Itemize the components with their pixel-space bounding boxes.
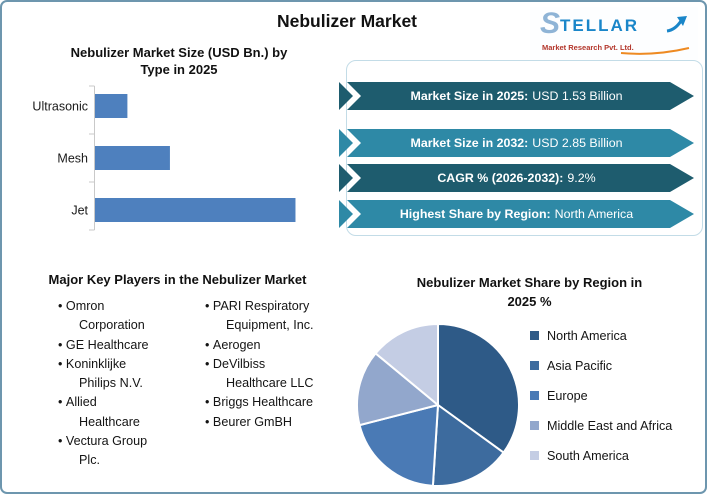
pie-slice-south-america bbox=[374, 323, 439, 406]
pie-slice-north-america bbox=[437, 323, 520, 454]
pie-chart bbox=[355, 323, 520, 487]
legend-label: Asia Pacific bbox=[547, 359, 613, 373]
logo-orange-swoosh bbox=[620, 47, 690, 55]
stat-banner-market-size-2032: Market Size in 2032: USD 2.85 Billion bbox=[339, 129, 694, 157]
stellar-logo: S TELLAR Market Research Pvt. Ltd. bbox=[530, 7, 698, 60]
stat-text: Market Size in 2025: USD 1.53 Billion bbox=[410, 89, 623, 103]
page-title: Nebulizer Market bbox=[276, 11, 418, 31]
bar-ultrasonic bbox=[95, 94, 128, 118]
key-player-item: Vectura Group Plc. bbox=[49, 432, 153, 471]
legend-swatch bbox=[530, 361, 539, 370]
logo-swoosh-s: S bbox=[540, 7, 561, 40]
legend-label: Europe bbox=[547, 389, 588, 403]
bar-category-label: Mesh bbox=[57, 152, 88, 166]
key-player-item: Briggs Healthcare bbox=[196, 393, 314, 412]
legend-label: Middle East and Africa bbox=[547, 419, 673, 433]
key-player-item: GE Healthcare bbox=[49, 336, 153, 355]
logo-brand-text: TELLAR bbox=[560, 16, 640, 35]
ribbon-arrow-shape bbox=[339, 164, 694, 192]
legend-item: Middle East and Africa bbox=[530, 419, 672, 433]
pie-slice-europe bbox=[358, 404, 439, 487]
legend-swatch bbox=[530, 451, 539, 460]
stat-text: Market Size in 2032: USD 2.85 Billion bbox=[410, 136, 623, 150]
logo-wordmark: S TELLAR bbox=[540, 7, 640, 40]
legend-item: Europe bbox=[530, 389, 672, 403]
legend-item: North America bbox=[530, 329, 672, 343]
bar-jet bbox=[95, 198, 296, 222]
key-players-column-1: Omron CorporationGE HealthcareKoninklijk… bbox=[49, 297, 153, 471]
stat-banner-cagr: CAGR % (2026-2032): 9.2% bbox=[339, 164, 694, 192]
legend-swatch bbox=[530, 391, 539, 400]
bar-chart: Ultrasonic Mesh Jet bbox=[32, 85, 296, 231]
key-player-item: Koninklijke Philips N.V. bbox=[49, 355, 153, 394]
logo-arrow-icon bbox=[666, 16, 687, 33]
legend-label: North America bbox=[547, 329, 627, 343]
ribbon-arrow-shape bbox=[339, 200, 694, 228]
ribbon-arrow-shape bbox=[339, 129, 694, 157]
pie-slice-asia-pacific bbox=[431, 404, 505, 487]
key-player-item: Aerogen bbox=[196, 336, 314, 355]
key-player-item: PARI Respiratory Equipment, Inc. bbox=[196, 297, 314, 336]
pie-legend: North America Asia Pacific Europe Middle Ea… bbox=[530, 329, 672, 463]
legend-item: Asia Pacific bbox=[530, 359, 672, 373]
key-players-title: Major Key Players in the Nebulizer Marke… bbox=[48, 272, 307, 287]
pie-slice-middle-east-and-africa bbox=[355, 352, 439, 427]
key-player-item: DeVilbiss Healthcare LLC bbox=[196, 355, 314, 394]
stat-banner-market-size-2025: Market Size in 2025: USD 1.53 Billion bbox=[339, 82, 694, 110]
pie-chart-title: Nebulizer Market Share by Region in 2025… bbox=[416, 275, 643, 309]
legend-label: South America bbox=[547, 449, 629, 463]
key-player-item: Allied Healthcare bbox=[49, 393, 153, 432]
logo-subtitle: Market Research Pvt. Ltd. bbox=[542, 43, 634, 52]
legend-swatch bbox=[530, 331, 539, 340]
stat-banner-highest-share-region: Highest Share by Region: North America bbox=[339, 200, 694, 228]
stat-text: CAGR % (2026-2032): 9.2% bbox=[437, 171, 596, 185]
bar-chart-title: Nebulizer Market Size (USD Bn.) by Type … bbox=[70, 45, 288, 77]
key-players-column-2: PARI Respiratory Equipment, Inc.AerogenD… bbox=[196, 297, 314, 432]
bar-category-label: Jet bbox=[71, 204, 88, 218]
key-player-item: Omron Corporation bbox=[49, 297, 153, 336]
stat-text: Highest Share by Region: North America bbox=[399, 207, 634, 221]
legend-swatch bbox=[530, 421, 539, 430]
bar-mesh bbox=[95, 146, 170, 170]
key-player-item: Beurer GmBH bbox=[196, 413, 314, 432]
ribbon-arrow-shape bbox=[339, 82, 694, 110]
legend-item: South America bbox=[530, 449, 672, 463]
bar-category-label: Ultrasonic bbox=[32, 100, 88, 114]
